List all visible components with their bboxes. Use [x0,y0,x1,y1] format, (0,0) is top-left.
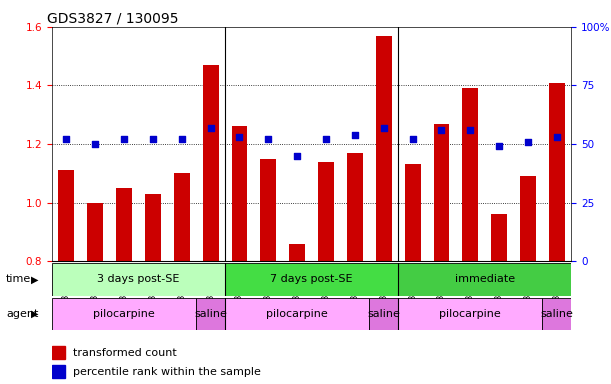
Point [552,134,562,140]
Bar [59,170,75,261]
Text: saline: saline [194,309,227,319]
Point [494,143,504,149]
Bar [398,298,543,330]
Bar [463,88,478,261]
Point [263,136,273,142]
Bar [232,126,247,261]
Bar [145,194,161,261]
Point [408,136,417,142]
Bar [225,263,398,296]
Text: immediate: immediate [455,274,515,285]
Bar [369,298,398,330]
Bar [203,65,219,261]
Point [148,136,158,142]
Bar [225,298,369,330]
Bar [491,214,507,261]
Bar [318,162,334,261]
Bar [376,36,392,261]
Bar [52,346,65,359]
Bar [87,203,103,261]
Text: pilocarpine: pilocarpine [266,309,328,319]
Bar [347,153,363,261]
Point [379,124,389,131]
Text: pilocarpine: pilocarpine [439,309,501,319]
Text: transformed count: transformed count [73,348,177,358]
Text: pilocarpine: pilocarpine [93,309,155,319]
Text: saline: saline [540,309,573,319]
Point [523,139,533,145]
Bar [52,263,225,296]
Point [292,152,302,159]
Bar [404,164,420,261]
Text: GDS3827 / 130095: GDS3827 / 130095 [47,12,178,26]
Bar [520,176,536,261]
Bar [174,173,189,261]
Point [119,136,129,142]
Text: agent: agent [6,309,38,319]
Bar [196,298,225,330]
Point [235,134,244,140]
Text: saline: saline [367,309,400,319]
Point [350,132,360,138]
Bar [116,188,132,261]
Point [177,136,187,142]
Text: 3 days post-SE: 3 days post-SE [97,274,180,285]
Text: percentile rank within the sample: percentile rank within the sample [73,366,260,377]
Text: ▶: ▶ [31,274,38,285]
Bar [398,263,571,296]
Bar [549,83,565,261]
Text: ▶: ▶ [31,309,38,319]
Bar [434,124,449,261]
Point [62,136,71,142]
Bar [260,159,276,261]
Bar [543,298,571,330]
Bar [289,243,305,261]
Point [90,141,100,147]
Text: time: time [6,274,31,285]
Bar [52,365,65,378]
Point [206,124,216,131]
Point [466,127,475,133]
Point [321,136,331,142]
Point [437,127,447,133]
Bar [52,298,196,330]
Text: 7 days post-SE: 7 days post-SE [270,274,353,285]
